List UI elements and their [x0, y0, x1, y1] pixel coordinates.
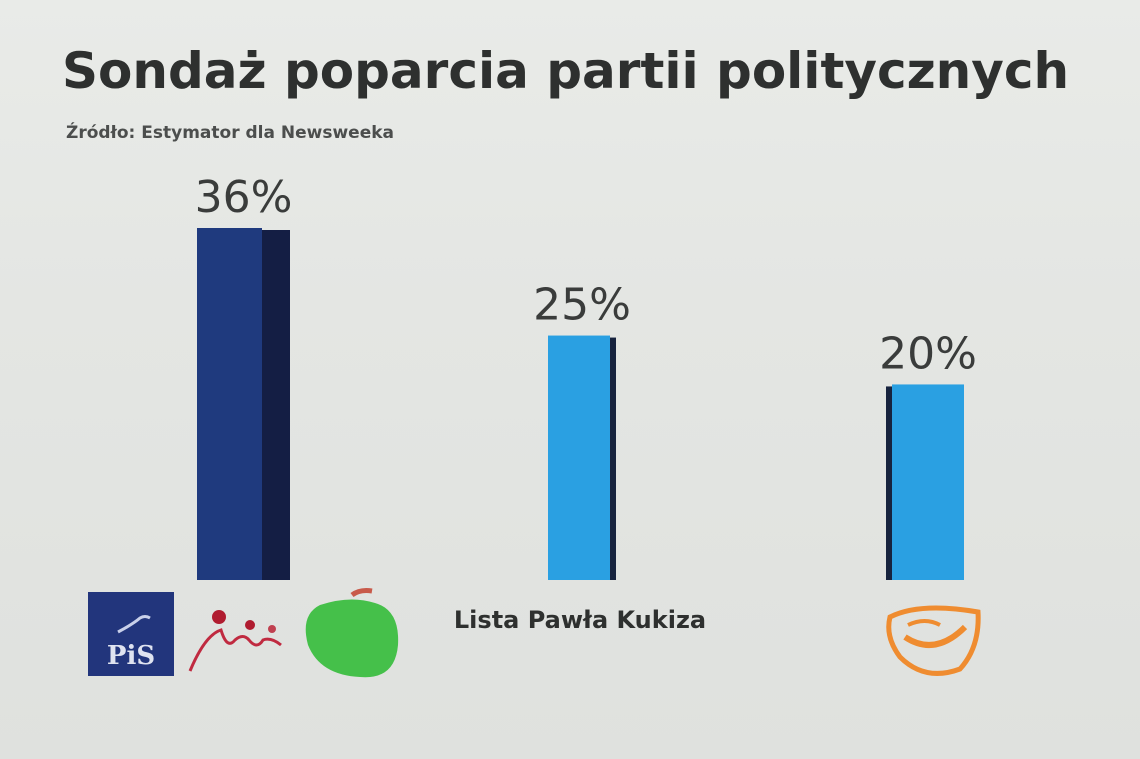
- bar-side-2: [886, 386, 892, 580]
- po-logo: [886, 605, 981, 676]
- data-label-2: 20%: [879, 328, 977, 379]
- solidarna-polska-logo: [188, 610, 282, 672]
- polska-razem-apple-logo: [305, 588, 399, 678]
- data-label-1: 25%: [533, 280, 631, 331]
- data-label-0: 36%: [195, 172, 293, 223]
- chart-subtitle: Źródło: Estymator dla Newsweeka: [66, 123, 395, 143]
- bar-0: [197, 228, 262, 580]
- pis-logo: PiS: [88, 592, 174, 676]
- bar-side-0: [262, 230, 290, 580]
- bar-side-1: [610, 337, 616, 580]
- category-label-kukiz: Lista Pawła Kukiza: [453, 606, 707, 634]
- pis-logo-text: PiS: [107, 641, 155, 671]
- bar-1: [548, 335, 610, 580]
- bar-2: [892, 384, 964, 580]
- chart-title: Sondaż poparcia partii politycznych: [62, 42, 1070, 100]
